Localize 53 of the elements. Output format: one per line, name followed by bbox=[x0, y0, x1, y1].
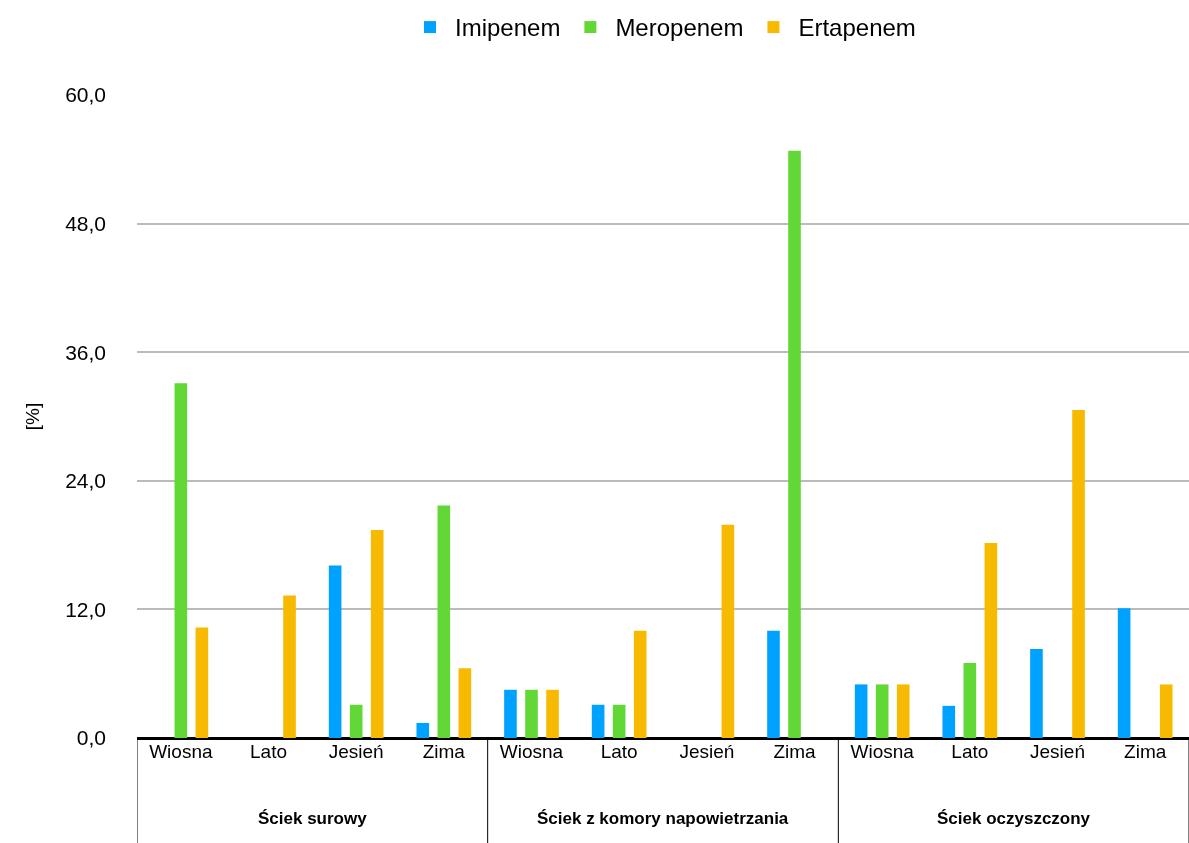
x-tick-label: Wiosna bbox=[499, 741, 564, 762]
bar bbox=[721, 524, 735, 738]
bar bbox=[875, 684, 889, 738]
bar bbox=[546, 689, 559, 738]
x-tick-label: Lato bbox=[951, 741, 989, 762]
bar bbox=[854, 684, 868, 738]
x-tick-label: Zima bbox=[422, 741, 466, 762]
x-tick-label: Wiosna bbox=[149, 741, 213, 762]
x-tick-label: Lato bbox=[600, 741, 638, 762]
bar bbox=[591, 704, 605, 738]
y-tick-label: 0,0 bbox=[76, 726, 106, 750]
x-tick-label: Jesień bbox=[328, 741, 384, 762]
legend-label: Ertapenem bbox=[798, 14, 916, 42]
bar bbox=[942, 705, 956, 738]
bar bbox=[1117, 608, 1131, 738]
bar bbox=[633, 630, 647, 738]
x-tick-label: Zima bbox=[1124, 741, 1167, 762]
y-tick-label: 36,0 bbox=[65, 340, 106, 364]
x-tick-label: Jesień bbox=[1030, 741, 1085, 762]
bar bbox=[984, 542, 998, 738]
bar bbox=[963, 662, 977, 738]
bar bbox=[788, 150, 801, 738]
bar bbox=[416, 723, 430, 738]
y-tick-label: 24,0 bbox=[65, 469, 106, 493]
legend-label: Imipenem bbox=[455, 14, 561, 42]
bar bbox=[283, 595, 296, 738]
bar bbox=[525, 689, 538, 738]
bar bbox=[370, 530, 384, 738]
bar bbox=[195, 627, 209, 738]
legend-label: Meropenem bbox=[615, 14, 744, 42]
bar bbox=[437, 505, 451, 738]
bar bbox=[349, 704, 363, 738]
bar bbox=[767, 630, 780, 738]
y-tick-label: 12,0 bbox=[65, 597, 106, 621]
bar bbox=[896, 684, 910, 738]
y-tick-label: 48,0 bbox=[65, 211, 106, 235]
x-tick-label: Lato bbox=[250, 741, 287, 762]
y-tick-label: 60,0 bbox=[65, 83, 106, 107]
text: Ściek surowy bbox=[258, 809, 368, 828]
y-axis-title: [%] bbox=[21, 402, 43, 431]
text: Ściek oczyszczony bbox=[937, 809, 1091, 828]
bar bbox=[1072, 410, 1085, 738]
x-tick-label: Jesień bbox=[679, 741, 735, 762]
x-tick-label: Wiosna bbox=[850, 741, 915, 762]
bar bbox=[174, 383, 188, 738]
bar bbox=[458, 668, 472, 738]
bar bbox=[1030, 649, 1043, 738]
text: Ściek z komory napowietrzania bbox=[537, 809, 789, 828]
bar bbox=[328, 565, 342, 738]
x-tick-label: Zima bbox=[773, 741, 817, 762]
bar bbox=[612, 704, 626, 738]
bar bbox=[504, 689, 517, 738]
bar bbox=[1159, 684, 1173, 738]
